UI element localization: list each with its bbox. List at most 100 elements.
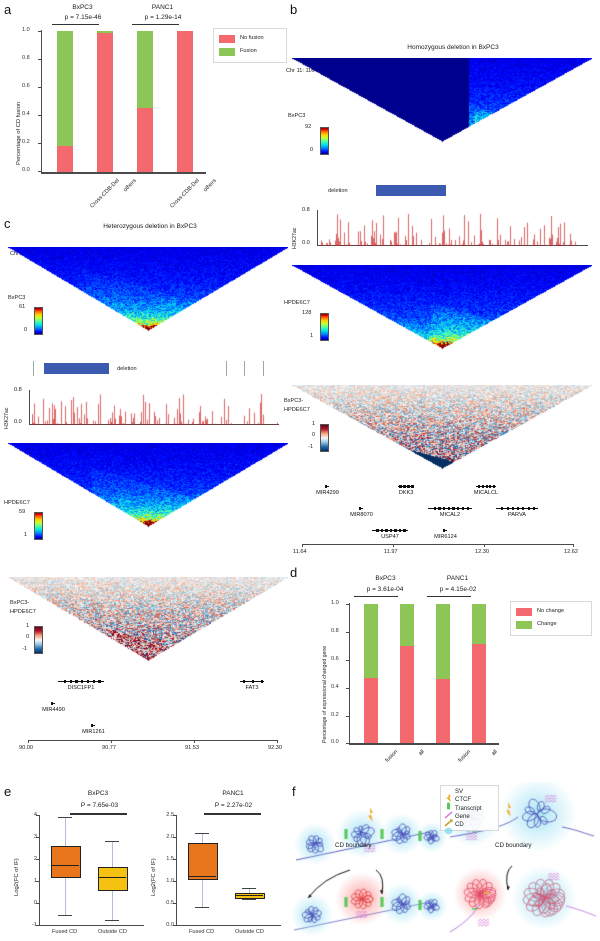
panel-d-ytick-0.2: 0.2 [331,712,339,718]
gene-exon-DISC1FP1-4 [86,680,90,683]
panel-a-legend-label-no-fusion: No fusion [240,35,264,41]
e0-boxes-whiskercap-0-1 [58,915,72,917]
panel-b-map2-colorbar [320,313,329,341]
gene-line-PARVA [496,508,538,509]
gene-exon-MICAL2-1 [438,507,441,510]
panel-f-legend-label-cd: CD [455,822,464,829]
panel-c-map1-colorbar [34,307,43,335]
gene-line-MIR6124 [444,530,447,531]
panel-b-axis-tick-2: 12.30 [475,549,489,555]
panel-a-bar-0-fusion [57,31,73,146]
panel-f-legend-label-gene: Gene [455,813,470,820]
gene-exon-USP47-6 [403,529,406,532]
panel-d-xaxis [349,743,499,745]
panel-a-legend: No fusion Fusion [213,28,287,63]
e0-boxes-box-0 [51,845,81,879]
e0-boxes-whiskercap-1-0 [105,840,119,842]
gene-label-USP47: USP47 [381,534,399,540]
panel-d-bar-1-change [400,604,414,646]
panel-a-bar-3-no-fusion [177,31,193,172]
panel-c-map3-min: -1 [22,646,27,652]
gene-line-MIR8070 [360,508,363,509]
panel-c-map1-max: 61 [19,304,26,310]
gene-exon-DKK3-0 [399,485,402,488]
panel-d-bar-2-change [436,604,450,679]
panel-d-legend-swatch-no-change [516,608,532,616]
gene-label-MIR6124: MIR6124 [434,534,457,540]
panel-a-ytick-0.6: 0.6 [22,83,30,89]
e1-yticks-label-2: 1.0 [166,878,174,884]
panel-c-map2-min: 1 [24,532,28,538]
panel-c-axis-tick-3: 92.30 [268,745,282,751]
gene-line-MICAL2 [428,508,472,509]
panel-b-map3-colorbar [320,424,329,452]
panel-a-legend-swatch-no-fusion [219,35,235,43]
panel-a-sig-line-1 [52,24,99,25]
gene-exon-MICALCL-0 [478,485,481,488]
panel-a-legend-label-fusion: Fusion [240,48,257,54]
panel-c-h3k27ac-label: H3K27ac [4,407,10,429]
panel-d-bar-3-no-change [472,643,486,743]
panel-d-group-title-panc1: PANC1 [446,575,469,582]
panel-e-plot1-xtick-0: Fused CD [189,929,215,935]
gene-exon-MIR6124-0 [443,529,445,532]
gene-exon-MICAL2-0 [433,507,436,510]
panel-d: BxPC3 PANC1 p = 3.61e-04 p = 4.15e-02 Pe… [288,563,600,778]
panel-c-hic-diff [8,577,288,662]
gene-exon-USP47-4 [394,529,397,532]
panel-e-plot0-xaxis [39,925,144,927]
panel-b-hic-diff [292,385,592,470]
panel-a-sig-line-2 [132,24,179,25]
gene-exon-DISC1FP1-1 [69,680,72,683]
panel-c-hic-bxpc3 [8,247,288,332]
panel-b-map3-max: 1 [312,421,316,427]
panel-d-bar-0-no-change [364,678,378,743]
panel-b-map3-min: -1 [308,444,313,450]
panel-a: BxPC3 PANC1 p = 7.15e-46 p = 1.29e-14 Pe… [0,0,290,215]
panel-b-map2-min: 1 [310,333,314,339]
panel-a-ytick-0.2: 0.2 [22,139,30,145]
e1-boxes-whiskercap-0-1 [195,907,209,909]
gene-exon-MICAL2-4 [452,507,455,510]
panel-a-ytick-0.0: 0.0 [22,167,30,173]
transcript-icon [444,806,453,819]
panel-letter-d: d [290,565,298,580]
panel-c-deletion-label: deletion [117,366,137,372]
panel-e-plot0-pvalue: P = 7.65e-03 [80,802,119,809]
panel-b-h3k27ac-label: H3K27ac [292,227,298,249]
panel-a-yaxis [41,30,42,172]
panel-d-bar-3-change [472,604,486,644]
panel-b-h3k27ac-track [320,210,586,246]
panel-a-ytick-0.8: 0.8 [22,55,30,61]
panel-b-map1-min: 0 [310,147,314,153]
gene-exon-MICALCL-1 [481,485,484,488]
e1-yticks-label-5: 2.5 [166,812,174,818]
panel-f-legend-label-ctcf: CTCF [455,797,471,804]
panel-b-map1-name: BxPC3 [288,113,306,119]
gene-line-DKK3 [398,486,414,487]
panel-d-legend-label-no-change: No change [537,608,565,614]
panel-c-map1-name: BxPC3 [8,295,26,301]
gene-exon-PARVA-5 [527,507,530,510]
e1-yticks-label-3: 1.5 [166,856,174,862]
e1-yticks-label-0: 0.0 [166,922,174,928]
panel-e-plot1-xaxis [176,925,281,927]
gene-label-MIR4490: MIR4490 [42,707,65,713]
panel-d-legend-label-change: Change [537,621,557,627]
e0-yticks-label-3: 2 [25,856,37,862]
panel-c-map3-name-line1: BxPC3- [10,600,30,606]
panel-d-legend-swatch-change [516,621,532,629]
panel-a-bar-2-no-fusion [137,108,153,172]
panel-b-map3-mid: 0 [312,432,316,438]
gene-label-MIR8070: MIR8070 [350,512,373,518]
gene-exon-PARVA-6 [532,507,535,510]
gene-exon-MICAL2-5 [457,507,460,510]
panel-b-hic-bxpc3 [292,58,592,143]
gene-line-DISC1FP1 [58,681,104,682]
gene-label-MICALCL: MICALCL [473,490,499,496]
panel-d-bar-2-no-change [436,678,450,743]
e0-yticks-label-4: 3 [25,834,37,840]
panel-c-map3-colorbar [34,626,43,654]
gene-exon-MICAL2-3 [447,507,450,510]
panel-f-legend-label-sv: SV [455,789,464,795]
